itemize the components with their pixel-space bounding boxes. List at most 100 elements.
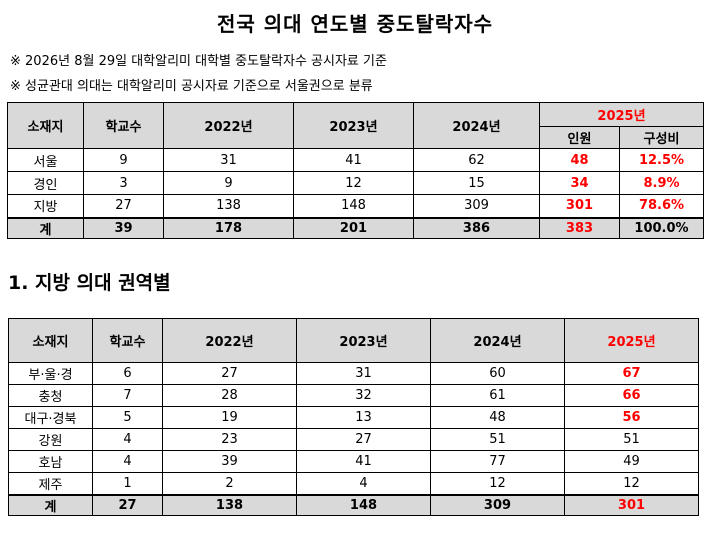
cell-schools: 5 [92, 406, 163, 429]
cell-region: 경인 [7, 171, 84, 195]
table-row: 제주 1 2 4 12 12 [8, 472, 699, 495]
cell-y2023: 31 [296, 362, 431, 385]
cell-y2024: 77 [430, 450, 565, 473]
header-ratio: 구성비 [619, 126, 704, 149]
table-row: 경인 3 9 12 15 34 8.9% [7, 171, 704, 195]
header-2022: 2022년 [162, 318, 297, 363]
cell-y2024: 51 [430, 428, 565, 451]
cell-y2025: 49 [564, 450, 699, 473]
cell-y2023: 12 [293, 171, 414, 195]
table-row: 지방 27 138 148 309 301 78.6% [7, 194, 704, 218]
cell-schools: 1 [92, 472, 163, 495]
cell-people: 301 [539, 194, 620, 218]
header-schools: 학교수 [92, 318, 163, 363]
cell-schools: 4 [92, 428, 163, 451]
header-2022: 2022년 [163, 102, 294, 149]
total-row: 계 39 178 201 386 383 100.0% [7, 216, 704, 239]
cell-y2025: 56 [564, 406, 699, 429]
cell-y2023: 148 [293, 194, 414, 218]
total-region: 계 [7, 216, 84, 239]
total-people: 383 [539, 216, 620, 239]
total-y2022: 138 [162, 493, 297, 516]
header-region: 소재지 [7, 102, 84, 149]
cell-y2024: 62 [413, 148, 540, 172]
cell-schools: 27 [83, 194, 164, 218]
cell-region: 충청 [8, 384, 93, 407]
cell-ratio: 12.5% [619, 148, 704, 172]
cell-y2024: 61 [430, 384, 565, 407]
notes: ※ 2026년 8월 29일 대학알리미 대학별 중도탈락자수 공시자료 기준 … [10, 49, 387, 99]
header-2024: 2024년 [430, 318, 565, 363]
table-row: 충청 7 28 32 61 66 [8, 384, 699, 407]
cell-y2022: 138 [163, 194, 294, 218]
total-y2024: 309 [430, 493, 565, 516]
header-people: 인원 [539, 126, 620, 149]
note-line: ※ 성균관대 의대는 대학알리미 공시자료 기준으로 서울권으로 분류 [10, 79, 373, 94]
cell-y2022: 23 [162, 428, 297, 451]
cell-y2024: 60 [430, 362, 565, 385]
cell-schools: 7 [92, 384, 163, 407]
cell-y2025: 12 [564, 472, 699, 495]
cell-y2024: 12 [430, 472, 565, 495]
section-title: 1. 지방 의대 권역별 [8, 272, 171, 294]
total-schools: 39 [83, 216, 164, 239]
table-row: 강원 4 23 27 51 51 [8, 428, 699, 451]
total-row: 계 27 138 148 309 301 [8, 493, 699, 516]
total-ratio: 100.0% [619, 216, 704, 239]
cell-ratio: 8.9% [619, 171, 704, 195]
cell-people: 34 [539, 171, 620, 195]
header-2023: 2023년 [293, 102, 414, 149]
cell-y2025: 67 [564, 362, 699, 385]
cell-y2022: 39 [162, 450, 297, 473]
table-row: 호남 4 39 41 77 49 [8, 450, 699, 473]
cell-schools: 3 [83, 171, 164, 195]
header-2025: 2025년 [539, 102, 704, 127]
cell-y2022: 9 [163, 171, 294, 195]
regional-dropout-table: 소재지 학교수 2022년 2023년 2024년 2025년 부·울·경 6 27… [8, 318, 699, 516]
total-y2022: 178 [163, 216, 294, 239]
page-title: 전국 의대 연도별 중도탈락자수 [216, 12, 494, 36]
cell-ratio: 78.6% [619, 194, 704, 218]
cell-y2025: 51 [564, 428, 699, 451]
total-y2023: 201 [293, 216, 414, 239]
header-2023: 2023년 [296, 318, 431, 363]
table-row: 대구·경북 5 19 13 48 56 [8, 406, 699, 429]
cell-y2022: 28 [162, 384, 297, 407]
cell-y2023: 41 [293, 148, 414, 172]
cell-region: 호남 [8, 450, 93, 473]
cell-region: 서울 [7, 148, 84, 172]
cell-y2025: 66 [564, 384, 699, 407]
cell-region: 부·울·경 [8, 362, 93, 385]
total-y2025: 301 [564, 493, 699, 516]
note-line: ※ 2026년 8월 29일 대학알리미 대학별 중도탈락자수 공시자료 기준 [10, 54, 387, 69]
cell-y2023: 4 [296, 472, 431, 495]
cell-schools: 4 [92, 450, 163, 473]
header-schools: 학교수 [83, 102, 164, 149]
cell-y2023: 27 [296, 428, 431, 451]
cell-y2022: 27 [162, 362, 297, 385]
cell-y2023: 13 [296, 406, 431, 429]
cell-y2024: 15 [413, 171, 540, 195]
national-dropout-table: 소재지 학교수 2022년 2023년 2024년 2025년 인원 구성비 서… [7, 102, 704, 239]
total-schools: 27 [92, 493, 163, 516]
cell-region: 대구·경북 [8, 406, 93, 429]
table-row: 부·울·경 6 27 31 60 67 [8, 362, 699, 385]
cell-region: 지방 [7, 194, 84, 218]
cell-y2022: 31 [163, 148, 294, 172]
header-2025: 2025년 [564, 318, 699, 363]
total-y2024: 386 [413, 216, 540, 239]
cell-y2023: 41 [296, 450, 431, 473]
total-region: 계 [8, 493, 93, 516]
header-region: 소재지 [8, 318, 93, 363]
cell-schools: 6 [92, 362, 163, 385]
cell-region: 강원 [8, 428, 93, 451]
cell-y2022: 19 [162, 406, 297, 429]
cell-y2023: 32 [296, 384, 431, 407]
cell-people: 48 [539, 148, 620, 172]
cell-y2022: 2 [162, 472, 297, 495]
total-y2023: 148 [296, 493, 431, 516]
header-2024: 2024년 [413, 102, 540, 149]
cell-schools: 9 [83, 148, 164, 172]
cell-region: 제주 [8, 472, 93, 495]
cell-y2024: 48 [430, 406, 565, 429]
